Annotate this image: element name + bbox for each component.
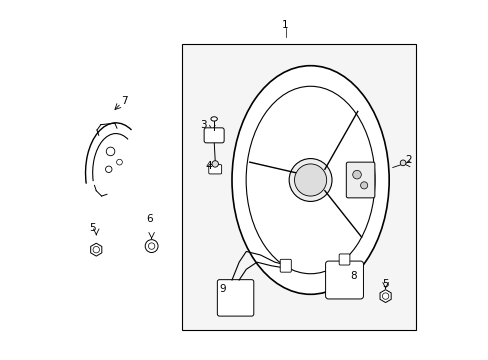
Text: 3: 3 xyxy=(200,120,206,130)
Text: 5: 5 xyxy=(89,223,96,233)
Ellipse shape xyxy=(210,117,217,121)
FancyBboxPatch shape xyxy=(339,254,349,265)
Circle shape xyxy=(360,182,367,189)
Text: 4: 4 xyxy=(205,161,212,171)
Circle shape xyxy=(288,158,331,202)
Circle shape xyxy=(352,170,361,179)
Text: 7: 7 xyxy=(122,96,128,107)
Circle shape xyxy=(212,161,218,167)
Polygon shape xyxy=(379,290,390,302)
Text: 5: 5 xyxy=(382,279,388,289)
Circle shape xyxy=(294,164,326,196)
Circle shape xyxy=(400,160,405,166)
Bar xyxy=(182,44,415,330)
Polygon shape xyxy=(90,243,102,256)
Ellipse shape xyxy=(231,66,388,294)
FancyBboxPatch shape xyxy=(346,162,374,198)
FancyBboxPatch shape xyxy=(280,259,291,272)
Text: 9: 9 xyxy=(219,284,226,294)
FancyBboxPatch shape xyxy=(203,128,224,143)
FancyBboxPatch shape xyxy=(208,165,221,174)
Text: 8: 8 xyxy=(349,271,356,282)
Ellipse shape xyxy=(245,86,374,274)
FancyBboxPatch shape xyxy=(217,280,253,316)
Text: 2: 2 xyxy=(405,156,411,165)
FancyBboxPatch shape xyxy=(325,261,363,299)
Text: 6: 6 xyxy=(146,214,153,224)
Text: 1: 1 xyxy=(282,19,288,30)
